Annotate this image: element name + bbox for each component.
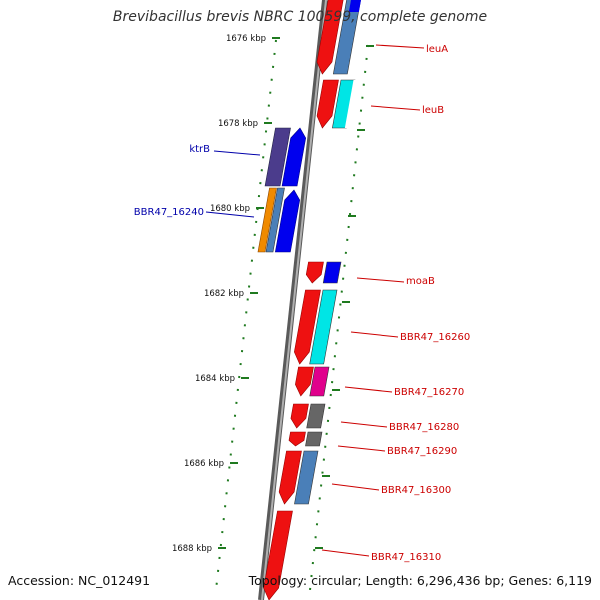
ruler-label: 1688 kbp (172, 544, 212, 554)
reverse-gene-arrow (281, 127, 307, 187)
ruler-label: 1686 kbp (184, 459, 224, 469)
gene-label: BBR47_16300 (381, 485, 451, 496)
gene-label-leader (356, 277, 405, 283)
gene-label-leader (321, 549, 370, 557)
cog-block (322, 261, 342, 284)
cog-block (348, 0, 361, 12)
gene-label-leader (370, 105, 421, 111)
gene-label-leader (350, 331, 399, 338)
forward-gene-arrow (278, 450, 302, 505)
ruler-label: 1682 kbp (204, 289, 244, 299)
gene-label: BBR47_16310 (371, 552, 441, 563)
gene-label: BBR47_16240 (134, 207, 204, 218)
cog-block (309, 289, 338, 365)
forward-gene-arrow (295, 366, 314, 397)
backbone-highlight (261, 0, 327, 600)
gene-label-leader (205, 211, 255, 218)
genome-title: Brevibacillus brevis NBRC 100599, comple… (112, 9, 488, 25)
gene-label-leader (344, 386, 393, 393)
gene-label: BBR47_16280 (389, 422, 459, 433)
cog-block (305, 431, 323, 447)
gene-label: leuA (426, 44, 448, 55)
forward-gene-arrow (305, 261, 324, 284)
cog-block (294, 450, 319, 505)
gene-label-leader (337, 445, 386, 452)
gene-label-leader (340, 421, 388, 428)
right-ruler-dots (309, 44, 369, 591)
ruler-label: 1680 kbp (210, 204, 250, 214)
accession-label: Accession: NC_012491 (8, 573, 151, 588)
cog-block (264, 127, 291, 187)
forward-gene-arrow (294, 289, 321, 365)
forward-gene-arrow (316, 0, 344, 75)
gene-label: leuB (422, 105, 444, 116)
topology-label: Topology: circular; Length: 6,296,436 bp… (248, 573, 592, 588)
gene-label-leader (375, 44, 425, 49)
cog-block (257, 187, 277, 253)
gene-label-leader (213, 150, 261, 156)
cog-block (306, 403, 326, 429)
reverse-gene-arrow (274, 189, 301, 253)
forward-gene-arrow (288, 431, 306, 447)
gene-label: BBR47_16290 (387, 446, 457, 457)
forward-gene-arrow (316, 79, 339, 129)
gene-label-leader (331, 483, 380, 491)
gene-label: ktrB (189, 144, 210, 155)
cog-block (344, 80, 359, 128)
ruler-label: 1678 kbp (218, 119, 258, 129)
ruler-label: 1684 kbp (195, 374, 235, 384)
forward-gene-arrow (290, 403, 309, 429)
gene-label: moaB (406, 276, 435, 287)
gene-label: BBR47_16260 (400, 332, 470, 343)
gene-label: BBR47_16270 (394, 387, 464, 398)
ruler-label: 1676 kbp (226, 34, 266, 44)
cog-block (265, 187, 285, 253)
cog-block (332, 0, 361, 75)
cog-block (309, 366, 330, 397)
forward-gene-arrow (263, 510, 293, 600)
left-ruler-dots (215, 39, 277, 591)
